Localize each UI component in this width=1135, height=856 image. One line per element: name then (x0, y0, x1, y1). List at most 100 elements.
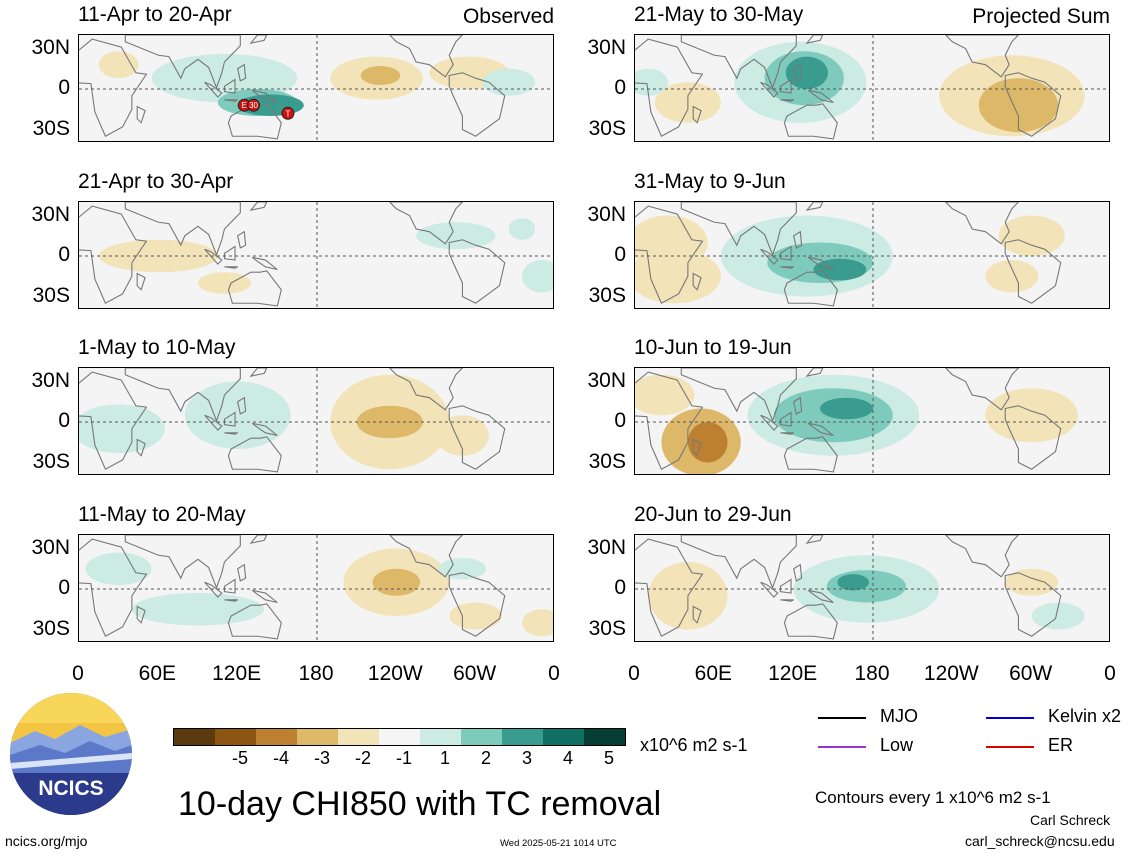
coastline (807, 422, 834, 437)
coastline (448, 405, 506, 470)
coastline (249, 368, 268, 377)
coastline (237, 63, 247, 82)
coastline (944, 202, 1020, 245)
legend-line (986, 717, 1034, 719)
colorbar (173, 728, 626, 746)
coastline (124, 535, 241, 590)
colorbar-label: -1 (395, 748, 412, 768)
coastline (223, 245, 236, 261)
coastline (944, 368, 1020, 411)
lat-tick-label: 30N (587, 535, 626, 559)
anomaly-blob (508, 218, 536, 240)
coastline (223, 78, 236, 94)
coastline (136, 272, 146, 291)
coastline (779, 245, 792, 261)
legend-line (986, 746, 1034, 748)
anomaly-blob (184, 381, 291, 449)
colorbar-swatch (584, 729, 625, 745)
coastline (204, 81, 223, 98)
coastline (388, 368, 464, 411)
coastline (944, 35, 1020, 78)
coastline (251, 589, 278, 604)
anomaly-blob (356, 405, 423, 439)
coastline (760, 81, 779, 98)
panel-title: 31-May to 9-Jun (634, 170, 786, 193)
legend-label: ER (1048, 735, 1074, 755)
map-panel (634, 367, 1110, 475)
map-svg (635, 368, 1109, 474)
colorbar-label: -4 (272, 748, 289, 768)
map-svg (79, 202, 553, 308)
lat-tick-label: 0 (58, 409, 70, 432)
coastline (388, 535, 464, 578)
coastline (680, 368, 797, 423)
map-svg (635, 202, 1109, 308)
ncics-logo: NCICS (10, 693, 132, 815)
panel-title: 10-Jun to 19-Jun (634, 336, 792, 359)
colorbar-swatch (338, 729, 379, 745)
panel-title: 20-Jun to 29-Jun (634, 503, 792, 526)
lon-tick-label: 0 (548, 662, 560, 685)
coastline (251, 89, 278, 104)
anomaly-blob (372, 568, 421, 596)
coastline (793, 396, 803, 415)
coastline (249, 202, 268, 211)
coastline (79, 538, 148, 638)
anomaly-blob (85, 552, 152, 585)
coastline (635, 205, 704, 305)
legend-line (818, 717, 866, 719)
anomaly-blob (813, 258, 867, 281)
colorbar-label: 3 (521, 748, 532, 768)
coastline (944, 535, 1020, 578)
coastline (79, 371, 148, 471)
anomaly-blob (438, 557, 487, 580)
timestamp: Wed 2025-05-21 1014 UTC (500, 838, 617, 849)
coastline (783, 436, 838, 473)
coastline (448, 239, 506, 304)
anomaly-blob (482, 68, 536, 96)
map-svg (79, 368, 553, 474)
map-svg: E 30 T (79, 35, 553, 141)
anomaly-blob (635, 249, 721, 304)
colorbar-swatch (256, 729, 297, 745)
anomaly-blob (1031, 602, 1085, 630)
legend-line (818, 746, 866, 748)
lon-tick-label: 180 (854, 662, 890, 685)
panel-title: 1-May to 10-May (78, 336, 236, 359)
coastline (204, 414, 223, 431)
colorbar-swatch (297, 729, 338, 745)
lon-tick-label: 60E (694, 662, 733, 685)
website-link[interactable]: ncics.org/mjo (5, 833, 88, 849)
coastline (793, 63, 803, 82)
coastline (204, 248, 223, 265)
map-panel (634, 34, 1110, 142)
coastline (79, 205, 148, 305)
coastline (680, 535, 797, 590)
contours-note: Contours every 1 x10^6 m2 s-1 (815, 788, 1051, 807)
coastline (227, 436, 282, 473)
coastline (780, 599, 794, 602)
map-panel (634, 201, 1110, 309)
anomaly-blob (837, 574, 870, 591)
map-panel (78, 201, 554, 309)
lat-tick-label: 30S (588, 449, 626, 473)
panel-title: 21-Apr to 30-Apr (78, 170, 234, 193)
lat-tick-label: 0 (58, 576, 70, 599)
colorbar-label: 1 (439, 748, 450, 768)
map-svg (79, 535, 553, 641)
map-panel: E 30 T (78, 34, 554, 142)
coastline (807, 589, 834, 604)
anomaly-blob (436, 415, 489, 456)
panel-title: 11-Apr to 20-Apr (78, 3, 232, 26)
coastline (783, 603, 838, 640)
coastline (223, 411, 236, 427)
colorbar-swatch (502, 729, 543, 745)
lat-tick-label: 30S (32, 616, 70, 640)
coastline (388, 202, 464, 245)
panel-corner-label: Projected Sum (972, 5, 1110, 28)
coastline (805, 35, 824, 44)
coastline (79, 38, 148, 138)
coastline (779, 78, 792, 94)
lon-tick-label: 120W (923, 662, 979, 685)
coastline (251, 422, 278, 437)
